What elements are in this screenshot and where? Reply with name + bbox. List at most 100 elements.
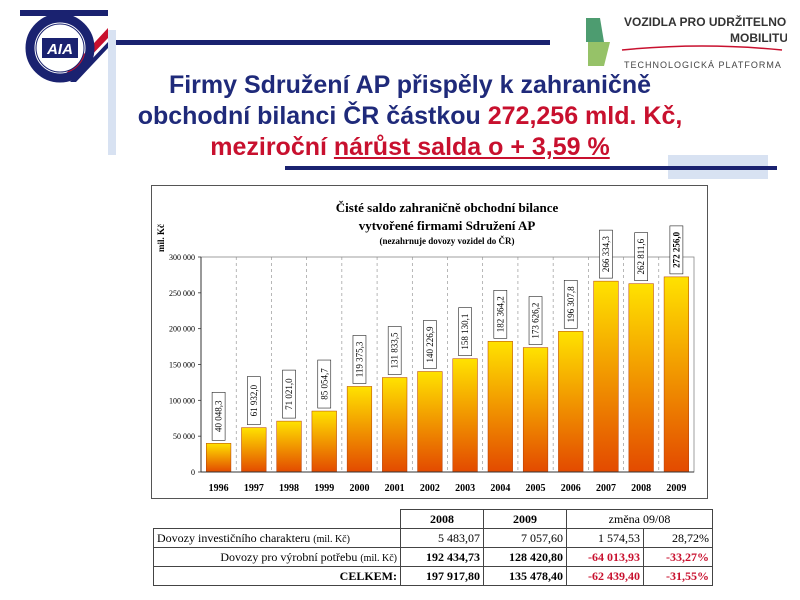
bar	[593, 280, 619, 473]
title-growth: nárůst salda o + 3,59 %	[333, 133, 610, 161]
data-label-box	[352, 335, 367, 384]
row-label-text: CELKEM:	[339, 568, 397, 583]
header-line-top	[110, 40, 550, 45]
data-label: 262 811,6	[636, 238, 646, 274]
table-header-empty	[154, 510, 401, 529]
data-label: 196 307,8	[566, 286, 576, 323]
x-tick-label: 2002	[420, 483, 440, 494]
data-label-box	[247, 376, 261, 425]
vozidla-logo-line1: VOZIDLA PRO UDRŽITELNOU	[624, 14, 787, 29]
bar	[346, 386, 373, 473]
data-table: 2008 2009 změna 09/08 Dovozy investičníh…	[153, 509, 713, 586]
table-cell: 192 434,73	[400, 547, 484, 567]
table-cell: -33,27%	[643, 547, 713, 567]
bar	[663, 276, 689, 473]
x-tick-label: 2008	[631, 483, 651, 494]
x-tick-label: 2001	[385, 483, 405, 494]
table-row-label: Dovozy pro výrobní potřebu (mil. Kč)	[153, 547, 401, 567]
x-tick-label: 2006	[561, 483, 581, 494]
table-cell: -31,55%	[643, 566, 713, 586]
table-header-cell: změna 09/08	[566, 509, 713, 529]
data-label: 61 932,0	[249, 384, 259, 416]
x-tick-label: 2007	[596, 483, 616, 494]
y-tick-label: 300 000	[169, 253, 195, 262]
table-header-cell: 2009	[483, 509, 567, 529]
chart-note: (nezahrnuje dovozy vozidel do ČR)	[380, 236, 515, 246]
data-label-box	[493, 290, 508, 339]
data-label-box	[387, 326, 402, 375]
row-unit: (mil. Kč)	[313, 533, 350, 545]
row-label-text: Dovozy investičního charakteru	[157, 530, 311, 545]
row-label-text: Dovozy pro výrobní potřebu	[220, 549, 358, 564]
data-label: 40 048,3	[214, 400, 224, 432]
table-header-row: 2008 2009 změna 09/08	[154, 509, 713, 529]
table-cell: 28,72%	[643, 528, 713, 548]
title-line2-text: obchodní bilanci ČR částkou	[137, 102, 488, 130]
bar	[311, 410, 337, 473]
data-label: 85 054,7	[319, 368, 329, 400]
data-label: 119 375,3	[354, 341, 364, 377]
bar	[382, 377, 408, 473]
data-label: 272 256,0	[671, 231, 681, 268]
table-row-label: CELKEM:	[153, 566, 401, 586]
x-tick-label: 2003	[455, 483, 475, 494]
data-label: 158 130,1	[460, 314, 470, 350]
title-line3-text: meziroční	[210, 133, 334, 161]
bar	[487, 341, 513, 473]
title-amount: 272,256 mld. Kč,	[487, 102, 683, 130]
bar	[206, 443, 232, 473]
y-tick-label: 0	[191, 468, 195, 477]
bar	[558, 331, 584, 473]
bar	[522, 347, 549, 473]
table-row: CELKEM: 197 917,80 135 478,40 -62 439,40…	[153, 566, 713, 586]
title-line1: Firmy Sdružení AP přispěly k zahraničně	[168, 71, 652, 99]
data-label-box	[528, 296, 543, 345]
chart-subtitle: vytvořené firmami Sdružení AP	[359, 218, 536, 233]
x-tick-label: 2009	[666, 483, 686, 494]
table-row: Dovozy pro výrobní potřebu (mil. Kč) 192…	[153, 547, 713, 567]
aia-logo: AIA	[18, 8, 110, 84]
table-row-label: Dovozy investičního charakteru (mil. Kč)	[153, 528, 401, 548]
data-label: 131 833,5	[390, 332, 400, 369]
table-cell: -62 439,40	[566, 566, 644, 586]
table-header-cell: 2008	[400, 509, 484, 529]
data-label-box	[317, 359, 332, 409]
row-unit: (mil. Kč)	[360, 552, 397, 564]
data-label: 266 334,3	[601, 236, 611, 273]
data-label: 71 021,0	[284, 378, 294, 410]
bar	[417, 371, 443, 473]
page-title: Firmy Sdružení AP přispěly k zahraničně …	[60, 70, 760, 163]
x-tick-label: 2004	[490, 483, 510, 494]
bar-chart: Čisté saldo zahraničně obchodní bilance …	[156, 200, 695, 494]
y-tick-label: 200 000	[169, 325, 195, 334]
header-line-bottom	[285, 166, 777, 170]
table-row: Dovozy investičního charakteru (mil. Kč)…	[153, 528, 713, 548]
table-cell: -64 013,93	[566, 547, 644, 567]
table-cell: 128 420,80	[483, 547, 567, 567]
aia-logo-text: AIA	[46, 41, 73, 58]
data-label-box	[282, 369, 296, 419]
data-label-box	[458, 307, 472, 356]
data-label: 140 226,9	[425, 326, 435, 363]
x-tick-label: 1998	[279, 483, 299, 494]
header-accent-left	[108, 30, 116, 155]
x-tick-label: 2000	[349, 483, 369, 494]
chart-title: Čisté saldo zahraničně obchodní bilance	[336, 200, 559, 215]
x-tick-label: 2005	[526, 483, 546, 494]
x-tick-label: 1999	[314, 483, 334, 494]
title-line3: meziroční nárůst salda o + 3,59 %	[60, 132, 760, 163]
y-tick-label: 150 000	[169, 361, 195, 370]
y-axis-label: mil. Kč	[156, 224, 166, 252]
table-cell: 135 478,40	[483, 566, 567, 586]
x-tick-label: 1996	[209, 483, 229, 494]
data-label-box	[599, 229, 613, 279]
vozidla-logo: VOZIDLA PRO UDRŽITELNOU MOBILITU TECHNOL…	[582, 12, 795, 72]
table-cell: 5 483,07	[400, 528, 484, 548]
title-line2: obchodní bilanci ČR částkou 272,256 mld.…	[60, 101, 760, 132]
data-label-box	[634, 232, 648, 281]
table-cell: 7 057,60	[483, 528, 567, 548]
bar	[241, 427, 267, 473]
table-cell: 1 574,53	[566, 528, 644, 548]
data-label-box	[211, 391, 226, 441]
y-tick-label: 50 000	[173, 432, 195, 441]
